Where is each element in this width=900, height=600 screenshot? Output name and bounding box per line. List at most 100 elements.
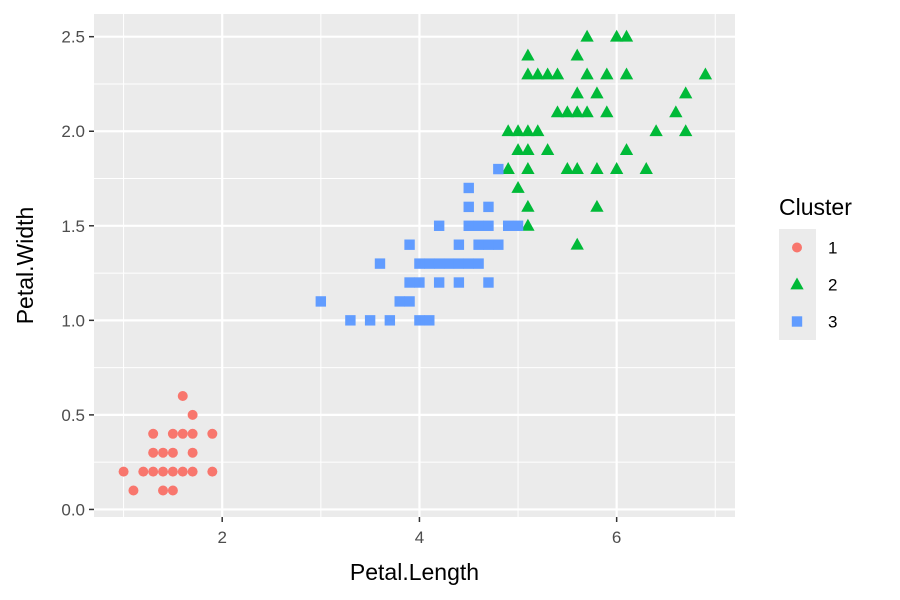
series-cluster-1	[118, 390, 218, 496]
x-axis-title: Petal.Length	[350, 559, 479, 585]
data-point	[128, 485, 139, 496]
data-point	[187, 409, 198, 420]
data-point	[433, 258, 445, 269]
data-point	[473, 258, 484, 269]
data-point	[374, 258, 386, 269]
y-axis-title: Petal.Width	[12, 207, 38, 325]
data-point	[502, 220, 514, 231]
data-point	[187, 428, 198, 439]
data-point	[453, 277, 465, 288]
data-point	[433, 277, 445, 288]
data-point	[394, 296, 405, 307]
x-tick-label: 4	[415, 528, 424, 547]
y-tick-label: 1.5	[61, 217, 85, 236]
legend-entry-3: 3	[791, 313, 837, 332]
data-point	[384, 315, 396, 326]
data-point	[570, 237, 584, 250]
legend: Cluster 1 2 3	[779, 194, 852, 340]
data-point	[521, 143, 535, 156]
x-tick-label: 2	[217, 528, 226, 547]
data-point	[511, 124, 525, 137]
legend-marker	[791, 316, 803, 327]
data-point	[590, 199, 604, 212]
data-point	[531, 124, 545, 137]
data-point	[511, 143, 525, 156]
data-point	[148, 447, 159, 458]
data-point	[580, 29, 594, 42]
data-point	[550, 67, 565, 80]
data-point	[570, 162, 584, 174]
data-point	[590, 86, 604, 99]
data-point	[463, 220, 474, 231]
minor-gridlines	[94, 14, 735, 517]
data-point	[364, 315, 376, 326]
data-point	[167, 447, 178, 458]
data-point	[580, 67, 594, 80]
data-points	[118, 29, 713, 496]
data-point	[424, 258, 435, 269]
data-point	[177, 428, 188, 439]
data-point	[414, 258, 425, 269]
legend-label: 1	[828, 239, 837, 258]
data-point	[570, 48, 584, 61]
data-point	[550, 105, 565, 118]
data-point	[148, 428, 159, 439]
data-point	[560, 105, 575, 118]
data-point	[619, 29, 634, 42]
data-point	[463, 182, 474, 194]
y-tick-label: 1.0	[61, 311, 85, 330]
data-point	[540, 67, 555, 80]
y-axis: 0.0 0.5 1.0 1.5 2.0 2.5	[61, 28, 94, 519]
data-point	[473, 220, 484, 231]
data-point	[570, 86, 584, 99]
data-point	[345, 315, 356, 326]
data-point	[404, 296, 415, 307]
y-tick-label: 0.5	[61, 406, 85, 425]
y-tick-label: 2.0	[61, 122, 85, 141]
data-point	[610, 29, 624, 42]
data-point	[167, 485, 178, 496]
data-point	[404, 277, 415, 288]
data-point	[118, 466, 129, 477]
data-point	[570, 105, 584, 118]
data-point	[414, 315, 425, 326]
data-point	[619, 67, 634, 80]
data-point	[521, 162, 535, 174]
data-point	[483, 201, 494, 213]
data-point	[414, 277, 425, 288]
data-point	[698, 67, 713, 80]
data-point	[560, 162, 575, 174]
legend-title: Cluster	[779, 194, 852, 220]
data-point	[493, 163, 504, 175]
legend-label: 3	[828, 313, 837, 332]
data-point	[463, 201, 474, 213]
series-cluster-3	[315, 163, 524, 326]
data-point	[177, 390, 188, 401]
legend-marker	[792, 242, 802, 253]
data-point	[521, 199, 535, 212]
legend-entry-1: 1	[792, 239, 837, 258]
data-point	[600, 105, 614, 118]
legend-label: 2	[828, 276, 837, 295]
data-point	[669, 105, 683, 118]
data-point	[453, 239, 465, 250]
legend-entry-2: 2	[790, 276, 837, 295]
data-point	[521, 124, 535, 137]
data-point	[315, 296, 327, 307]
data-point	[590, 162, 604, 174]
data-point	[639, 162, 653, 174]
data-point	[158, 466, 169, 477]
data-point	[540, 143, 555, 156]
legend-entries: 1 2 3	[790, 239, 837, 332]
x-axis: 2 4 6	[217, 517, 621, 547]
data-point	[167, 466, 178, 477]
data-point	[600, 67, 614, 80]
data-point	[443, 258, 455, 269]
legend-marker	[790, 277, 804, 290]
data-point	[148, 466, 159, 477]
data-point	[404, 239, 415, 250]
data-point	[138, 466, 149, 477]
data-point	[453, 258, 465, 269]
data-point	[501, 124, 515, 137]
